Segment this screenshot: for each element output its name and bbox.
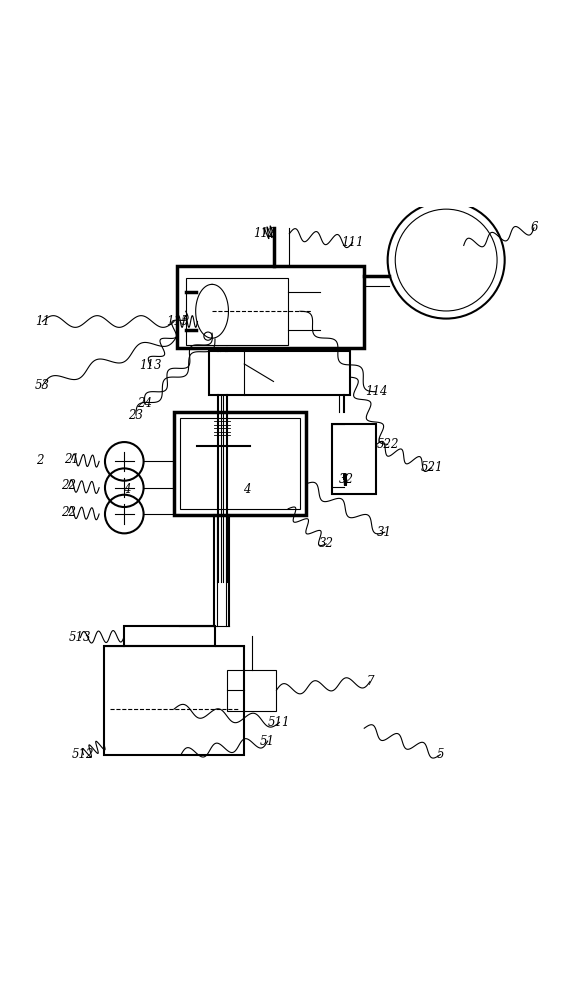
Bar xyxy=(186,278,288,345)
Text: 522: 522 xyxy=(376,438,399,451)
Bar xyxy=(332,424,376,494)
Text: 112: 112 xyxy=(253,227,276,240)
Bar xyxy=(174,412,306,515)
Text: 51: 51 xyxy=(260,735,275,748)
Bar xyxy=(124,626,215,646)
Bar xyxy=(180,418,300,509)
Text: 4: 4 xyxy=(243,483,251,496)
Bar xyxy=(177,266,364,348)
Text: 113: 113 xyxy=(139,359,162,372)
Text: 21: 21 xyxy=(64,453,79,466)
Text: 114: 114 xyxy=(365,385,387,398)
Text: 511: 511 xyxy=(268,716,290,729)
Bar xyxy=(104,646,244,755)
Text: 53: 53 xyxy=(35,379,50,392)
Text: 24: 24 xyxy=(137,397,152,410)
Text: 115: 115 xyxy=(166,315,188,328)
Text: 22: 22 xyxy=(61,479,76,492)
Text: 11: 11 xyxy=(35,315,50,328)
Bar xyxy=(209,351,350,395)
Text: 5: 5 xyxy=(436,748,444,761)
Text: 513: 513 xyxy=(69,631,92,644)
Text: 4: 4 xyxy=(123,483,131,496)
Text: 7: 7 xyxy=(366,675,374,688)
Text: 22: 22 xyxy=(61,506,76,519)
Text: 32: 32 xyxy=(339,473,354,486)
Text: 6: 6 xyxy=(530,221,537,234)
Text: 23: 23 xyxy=(129,409,143,422)
Text: 32: 32 xyxy=(319,537,333,550)
Text: 111: 111 xyxy=(341,236,364,249)
Text: 2: 2 xyxy=(36,454,43,467)
Bar xyxy=(227,670,276,711)
Text: 31: 31 xyxy=(377,526,392,539)
Text: 512: 512 xyxy=(72,748,95,761)
Text: 521: 521 xyxy=(420,461,443,474)
